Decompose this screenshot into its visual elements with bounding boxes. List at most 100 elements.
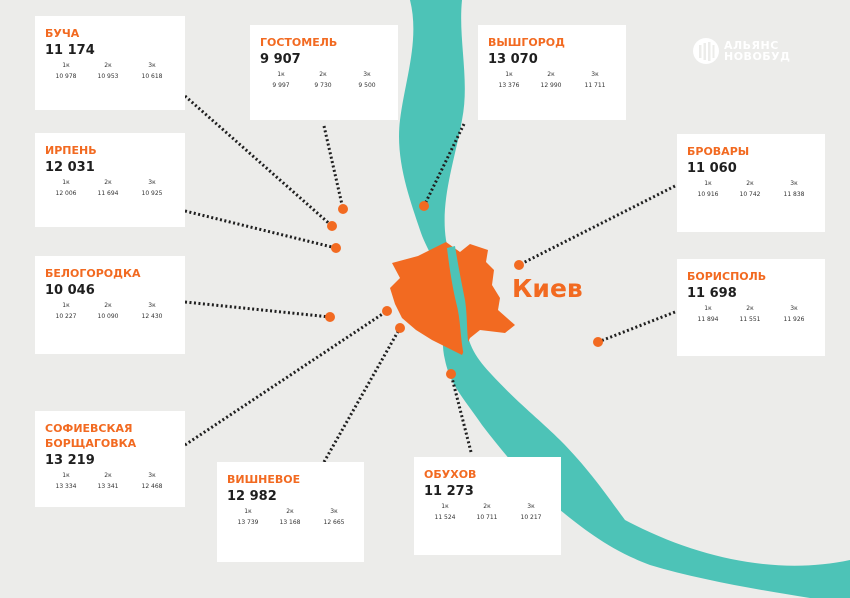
room-type-label: 2к	[104, 302, 112, 309]
town-avg-price: 9 907	[260, 52, 301, 67]
room-price-col: 1к 9 997	[260, 70, 302, 91]
room-price-col: 3к 11 926	[773, 304, 815, 325]
town-avg-price: 11 698	[687, 286, 737, 301]
location-dot-bucha	[327, 221, 337, 231]
connector-sofievskaya	[184, 309, 388, 447]
room-type-label: 1к	[441, 503, 449, 510]
room-price-value: 10 978	[55, 73, 77, 80]
brand-logo: АЛЬЯНС НОВОБУД	[692, 37, 790, 65]
brand-logo-icon	[693, 38, 719, 64]
room-type-label: 2к	[104, 179, 112, 186]
room-price-col: 3к 12 468	[131, 471, 173, 492]
room-price-value: 11 694	[97, 190, 119, 197]
room-type-label: 1к	[505, 71, 513, 78]
room-price-col: 3к 10 618	[131, 61, 173, 82]
town-card-obukhov: ОБУХОВ 11 273 1к 11 524 2к 10 711 3к 10 217	[414, 457, 561, 555]
location-dot-vyshhorod	[419, 201, 429, 211]
brand-line-2: НОВОБУД	[724, 50, 791, 63]
room-type-label: 2к	[547, 71, 555, 78]
room-price-col: 2к 13 168	[269, 507, 311, 528]
town-card-belogorodka: БЕЛОГОРОДКА 10 046 1к 10 227 2к 10 090 3к 12 43…	[35, 256, 185, 354]
room-price-col: 1к 10 916	[687, 179, 729, 200]
room-price-col: 1к 12 006	[45, 178, 87, 199]
room-price-col: 2к 11 551	[729, 304, 771, 325]
room-price-value: 10 916	[697, 191, 719, 198]
town-name: БЕЛОГОРОДКА	[45, 267, 141, 280]
river-through-city	[447, 246, 470, 356]
room-price-value: 11 524	[434, 514, 456, 521]
town-card-sofievskaya: СОФИЕВСКАЯ БОРЩАГОВКА 13 219 1к 13 334 2к 13 …	[35, 411, 185, 507]
room-prices: 1к 9 997 2к 9 730 3к 9 500	[250, 70, 398, 100]
river-dnieper	[399, 0, 850, 598]
connector-belogorodka	[184, 300, 331, 319]
room-price-value: 13 376	[498, 82, 520, 89]
room-price-value: 11 838	[783, 191, 805, 198]
room-price-value: 10 618	[141, 73, 163, 80]
town-avg-price: 10 046	[45, 283, 95, 298]
room-type-label: 1к	[62, 472, 70, 479]
room-price-col: 3к 11 711	[574, 70, 616, 91]
location-dot-obukhov	[446, 369, 456, 379]
room-price-value: 10 227	[55, 313, 77, 320]
room-price-value: 11 711	[584, 82, 606, 89]
town-avg-price: 13 070	[488, 52, 538, 67]
connector-vyshnevoe	[322, 327, 402, 463]
room-prices: 1к 13 739 2к 13 168 3к 12 665	[217, 507, 364, 537]
room-type-label: 1к	[62, 62, 70, 69]
room-price-value: 10 742	[739, 191, 761, 198]
room-price-col: 3к 11 838	[773, 179, 815, 200]
room-prices: 1к 13 376 2к 12 990 3к 11 711	[478, 70, 626, 100]
room-price-col: 2к 12 990	[530, 70, 572, 91]
room-price-value: 10 090	[97, 313, 119, 320]
town-avg-price: 11 273	[424, 484, 474, 499]
room-price-col: 2к 13 341	[87, 471, 129, 492]
town-card-vyshnevoe: ВИШНЕВОЕ 12 982 1к 13 739 2к 13 168 3к 12 665	[217, 462, 364, 562]
room-type-label: 3к	[148, 62, 156, 69]
room-price-value: 9 500	[358, 82, 376, 89]
room-prices: 1к 10 916 2к 10 742 3к 11 838	[677, 179, 825, 209]
room-type-label: 1к	[277, 71, 285, 78]
room-price-value: 9 997	[272, 82, 290, 89]
town-name: ВЫШГОРОД	[488, 36, 565, 49]
room-prices: 1к 10 227 2к 10 090 3к 12 430	[35, 301, 185, 331]
location-dot-irpen	[331, 243, 341, 253]
town-name: БРОВАРЫ	[687, 145, 750, 158]
room-price-value: 9 730	[314, 82, 332, 89]
town-card-irpen: ИРПЕНЬ 12 031 1к 12 006 2к 11 694 3к 10 925	[35, 133, 185, 227]
connector-vyshhorod	[422, 123, 466, 207]
room-type-label: 3к	[790, 305, 798, 312]
room-prices: 1к 13 334 2к 13 341 3к 12 468	[35, 471, 185, 501]
room-price-col: 1к 10 978	[45, 61, 87, 82]
room-price-col: 2к 10 711	[466, 502, 508, 523]
room-type-label: 2к	[286, 508, 294, 515]
room-price-value: 12 468	[141, 483, 163, 490]
room-price-col: 3к 10 217	[510, 502, 552, 523]
town-avg-price: 12 031	[45, 160, 95, 175]
location-dot-belogorodka	[325, 312, 335, 322]
connector-hostomel	[322, 125, 345, 210]
room-price-col: 3к 12 430	[131, 301, 173, 322]
town-name: БУЧА	[45, 27, 80, 40]
town-name: ОБУХОВ	[424, 468, 477, 481]
town-name: ГОСТОМЕЛЬ	[260, 36, 338, 49]
room-price-value: 11 926	[783, 316, 805, 323]
room-price-value: 13 739	[237, 519, 259, 526]
room-price-value: 11 551	[739, 316, 761, 323]
room-price-value: 11 894	[697, 316, 719, 323]
room-prices: 1к 12 006 2к 11 694 3к 10 925	[35, 178, 185, 208]
room-price-col: 3к 12 665	[313, 507, 355, 528]
location-dot-vyshnevoe	[395, 323, 405, 333]
room-price-col: 2к 10 742	[729, 179, 771, 200]
room-price-value: 10 217	[520, 514, 542, 521]
room-type-label: 3к	[363, 71, 371, 78]
room-price-value: 12 990	[540, 82, 562, 89]
room-type-label: 2к	[746, 305, 754, 312]
room-price-col: 3к 9 500	[346, 70, 388, 91]
room-price-value: 12 430	[141, 313, 163, 320]
connector-bucha	[184, 94, 333, 228]
location-dot-sofievskaya	[382, 306, 392, 316]
room-price-value: 10 953	[97, 73, 119, 80]
room-price-col: 1к 13 334	[45, 471, 87, 492]
location-dot-hostomel	[338, 204, 348, 214]
